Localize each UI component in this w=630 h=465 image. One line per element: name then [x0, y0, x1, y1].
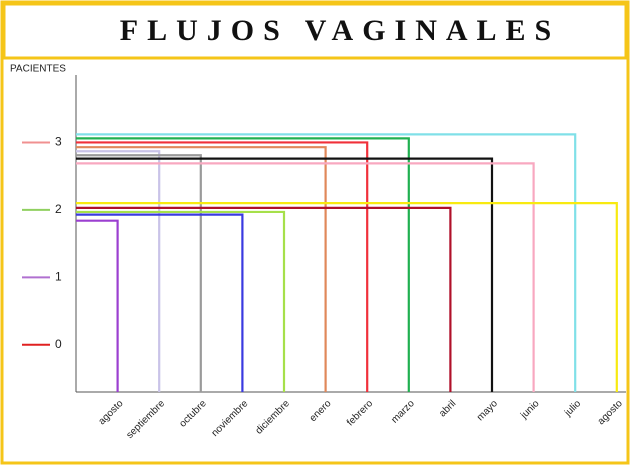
step-line	[76, 210, 286, 392]
title-box	[2, 2, 628, 60]
step-line	[76, 141, 369, 392]
step-line	[76, 157, 494, 392]
step-line	[76, 154, 202, 392]
step-line	[76, 133, 577, 392]
y-tick-label: 0	[55, 337, 62, 351]
step-line	[76, 146, 327, 392]
y-axis-label: PACIENTES	[10, 64, 66, 75]
step-line	[76, 219, 119, 392]
y-tick-label: 1	[55, 270, 62, 284]
step-line	[76, 150, 161, 392]
step-line	[76, 213, 244, 392]
step-line	[76, 202, 618, 392]
y-tick-label: 2	[55, 202, 62, 216]
chart-title: FLUJOS VAGINALES	[120, 14, 560, 47]
step-line	[76, 206, 452, 392]
step-line	[76, 162, 535, 392]
y-tick-label: 3	[55, 135, 62, 149]
step-line	[76, 137, 410, 392]
